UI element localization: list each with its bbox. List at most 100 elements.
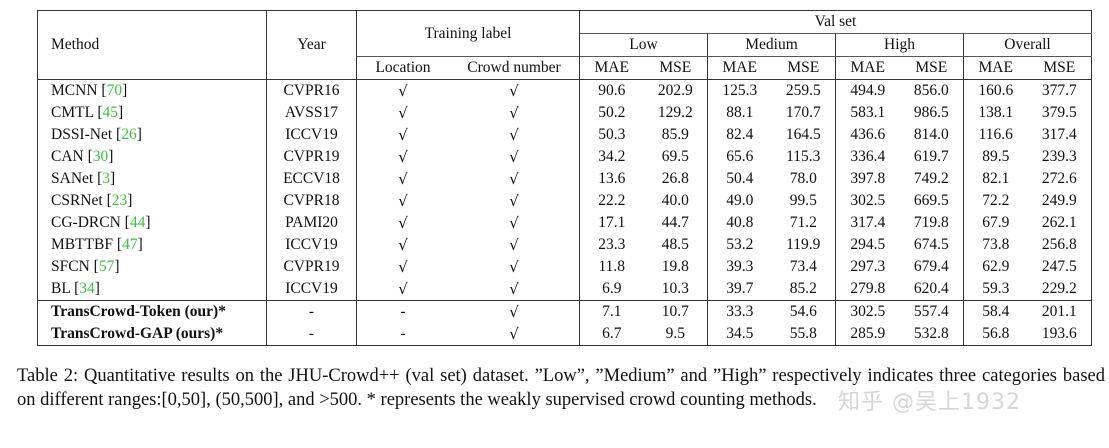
citation-link[interactable]: 34 [79, 280, 95, 298]
citation-link[interactable]: 45 [102, 104, 119, 122]
cell-low-mse: 10.7 [643, 300, 708, 323]
cell-low-mae: 11.8 [598, 258, 626, 276]
cell-high-mae: 436.6 [850, 126, 886, 144]
check-icon: √ [449, 300, 580, 323]
citation-link[interactable]: 30 [92, 148, 109, 166]
header-metric-mae: MAE [707, 56, 772, 80]
cell-overall-mae: 160.6 [978, 82, 1014, 100]
table-row: MCNN [70] CVPR16 √ √ 90.6 202.9 125.3 259.5 494.… [37, 79, 1092, 102]
cell-method: SFCN [57] [37, 256, 267, 278]
cell-overall-mae: 82.1 [982, 170, 1010, 188]
cell-low-mse: 202.9 [643, 79, 708, 102]
cell-location: - [356, 300, 449, 323]
cell-low-mse: 26.8 [643, 168, 708, 190]
table-row: SFCN [57] CVPR19 √ √ 11.8 19.8 39.3 73.4 297.3 67… [37, 256, 1092, 278]
cell-high-mse: 620.4 [899, 278, 964, 301]
header-metric-mse: MSE [899, 56, 964, 80]
cell-overall-mse: 317.4 [1027, 124, 1092, 146]
cell-year: ICCV19 [266, 234, 357, 256]
check-icon: √ [398, 81, 408, 100]
header-crowd-number: Crowd number [449, 56, 580, 80]
citation-link[interactable]: 26 [121, 126, 137, 144]
cell-high-mae: 397.8 [850, 170, 886, 188]
method-name: DSSI-Net [51, 126, 113, 144]
citation-link[interactable]: 3 [102, 170, 110, 188]
header-location: Location [356, 56, 449, 80]
citation-link[interactable]: 23 [111, 192, 128, 210]
cell-overall-mse: 201.1 [1027, 300, 1092, 323]
check-icon: √ [398, 235, 408, 254]
cell-year: ICCV19 [266, 278, 357, 301]
cell-medium-mae: 125.3 [722, 82, 758, 100]
cell-overall-mse: 249.9 [1027, 190, 1092, 212]
method-name: MBTTBF [51, 236, 114, 254]
cell-high-mse: 619.7 [899, 146, 964, 168]
header-group-medium: Medium [707, 33, 836, 57]
cell-low-mse: 10.3 [643, 278, 708, 301]
results-table: Method Year Training label Val set Low Me… [37, 10, 1092, 346]
check-icon: √ [398, 257, 408, 276]
cell-overall-mae: 138.1 [978, 104, 1014, 122]
table-row: CAN [30] CVPR19 √ √ 34.2 69.5 65.6 115.3 336.4 61… [37, 146, 1092, 168]
cell-medium-mse: 99.5 [771, 190, 836, 212]
cell-low-mae: 50.3 [598, 126, 626, 144]
cell-low-mse: 44.7 [643, 212, 708, 234]
cell-overall-mse: 377.7 [1027, 79, 1092, 102]
cell-high-mse: 749.2 [899, 168, 964, 190]
cell-medium-mse: 259.5 [771, 79, 836, 102]
cell-method: SANet [3] [37, 168, 267, 190]
cell-low-mse: 48.5 [643, 234, 708, 256]
cell-medium-mse: 164.5 [771, 124, 836, 146]
table-row: CG-DRCN [44] PAMI20 √ √ 17.1 44.7 40.8 71.2 317.… [37, 212, 1092, 234]
cell-overall-mae: 67.9 [982, 214, 1010, 232]
cell-low-mae: 90.6 [598, 82, 626, 100]
citation-link[interactable]: 70 [106, 82, 123, 100]
cell-low-mae: 6.7 [579, 323, 644, 346]
header-year: Year [266, 10, 357, 80]
cell-overall-mse: 193.6 [1027, 323, 1092, 346]
header-metric-mse: MSE [643, 56, 708, 80]
method-name: SFCN [51, 258, 90, 276]
cell-high-mae: 297.3 [850, 258, 886, 276]
cell-low-mse: 85.9 [643, 124, 708, 146]
citation-link[interactable]: 47 [122, 236, 138, 254]
cell-overall-mae: 58.4 [963, 300, 1028, 323]
method-name: SANet [51, 170, 94, 188]
check-icon: √ [449, 102, 580, 124]
cell-medium-mse: 54.6 [771, 300, 836, 323]
cell-medium-mae: 33.3 [707, 300, 772, 323]
check-icon: √ [449, 278, 580, 301]
header-metric-mae: MAE [835, 56, 900, 80]
cell-year: - [266, 300, 357, 323]
check-icon: √ [449, 190, 580, 212]
cell-low-mae: 50.2 [598, 104, 626, 122]
table-row: MBTTBF [47] ICCV19 √ √ 23.3 48.5 53.2 119.9 294.… [37, 234, 1092, 256]
method-name: CAN [51, 148, 84, 166]
method-name: CSRNet [51, 192, 103, 210]
check-icon: √ [449, 168, 580, 190]
cell-overall-mse: 262.1 [1027, 212, 1092, 234]
header-group-row: Low Medium High Overall [38, 33, 1092, 57]
table-row: TransCrowd-Token (our)* - - √ 7.1 10.7 33.3 54.… [37, 300, 1092, 323]
cell-high-mae: 317.4 [850, 214, 886, 232]
cell-overall-mae: 72.2 [982, 192, 1010, 210]
cell-low-mae: 22.2 [598, 192, 626, 210]
check-icon: √ [398, 169, 408, 188]
cell-medium-mae: 49.0 [726, 192, 754, 210]
cell-year: CVPR16 [266, 79, 357, 102]
cell-overall-mse: 229.2 [1027, 278, 1092, 301]
cell-method: MCNN [70] [37, 79, 267, 102]
results-table-body: MCNN [70] CVPR16 √ √ 90.6 202.9 125.3 259.5 494.… [37, 79, 1092, 346]
check-icon: √ [398, 103, 408, 122]
cell-medium-mse: 170.7 [771, 102, 836, 124]
citation-link[interactable]: 44 [129, 214, 146, 232]
cell-overall-mae: 62.9 [982, 258, 1010, 276]
check-icon: √ [398, 125, 408, 144]
cell-high-mse: 679.4 [899, 256, 964, 278]
cell-low-mae: 23.3 [598, 236, 626, 254]
cell-low-mse: 129.2 [643, 102, 708, 124]
cell-high-mse: 674.5 [899, 234, 964, 256]
citation-link[interactable]: 57 [98, 258, 115, 276]
cell-method: BL [34] [37, 278, 267, 301]
cell-medium-mae: 53.2 [726, 236, 754, 254]
